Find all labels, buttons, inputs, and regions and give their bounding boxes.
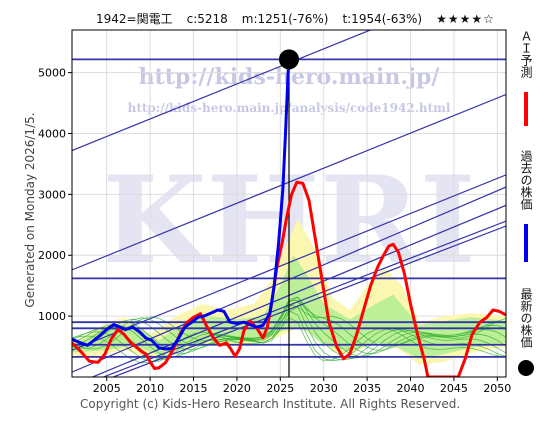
copyright-text: Copyright (c) Kids-Hero Research Institu… [80, 397, 461, 411]
chart-header: 1942=関電工 c:5218 m:1251(-76%) t:1954(-63%) ★★… [96, 10, 509, 27]
legend-ai-swatch [524, 92, 528, 126]
y-tick-label: 4000 [38, 127, 66, 140]
axes-layer: 1000 2000 3000 4000 5000 2005 2010 2015 2020 2025… [38, 29, 511, 395]
generated-date-text: Generated on Monday 2026/1/5. [23, 112, 37, 308]
legend-latest-label: 最新の株価 [519, 288, 533, 348]
y-tick-label: 3000 [38, 188, 66, 201]
plot-frame [71, 29, 507, 378]
series-layer [72, 49, 506, 377]
x-tick-label: 2050 [483, 382, 511, 395]
x-tick-label: 2035 [353, 382, 381, 395]
y-tick-label: 2000 [38, 249, 66, 262]
legend-past-swatch [524, 224, 528, 262]
y-tick-label: 5000 [38, 67, 66, 80]
x-tick-label: 2010 [136, 382, 164, 395]
latest-price-dot [279, 49, 299, 70]
x-tick-label: 2025 [266, 382, 294, 395]
y-tick-label: 1000 [38, 310, 66, 323]
stock-code-name: 1942=関電工 [96, 12, 173, 26]
legend-ai-label: ＡＩ予測 [519, 30, 533, 78]
x-tick-label: 2030 [310, 382, 338, 395]
x-tick-label: 2020 [223, 382, 251, 395]
x-tick-label: 2040 [397, 382, 425, 395]
target-price: t:1954(-63%) [342, 12, 423, 26]
legend-past-label: 過去の株価 [519, 150, 533, 210]
past-price-line [72, 59, 291, 351]
x-tick-label: 2045 [440, 382, 468, 395]
x-tick-label: 2015 [180, 382, 208, 395]
current-price: c:5218 [186, 12, 228, 26]
x-tick-label: 2005 [93, 382, 121, 395]
middle-price: m:1251(-76%) [241, 12, 329, 26]
legend-latest-marker [518, 360, 534, 376]
star-rating: ★★★★☆ [436, 12, 495, 26]
